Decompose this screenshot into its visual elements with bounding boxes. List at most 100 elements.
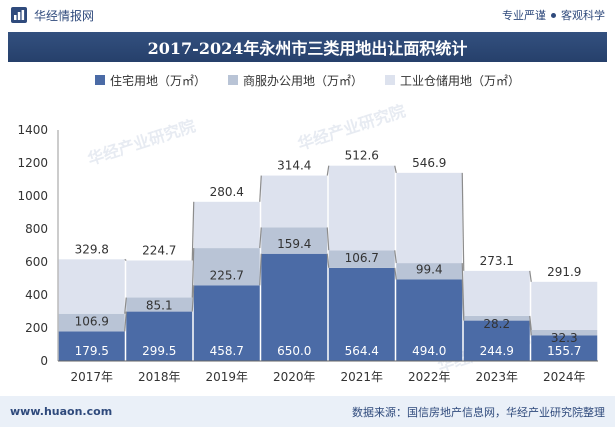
bar-segment-residential: [126, 311, 193, 361]
series-connector-line: [259, 175, 262, 202]
huajing-logo-icon: [11, 7, 27, 23]
legend-swatch-commercial: [227, 75, 238, 85]
data-label: 179.5: [75, 344, 109, 358]
series-connector-line: [259, 227, 262, 249]
data-label: 546.9: [412, 156, 446, 170]
data-label: 225.7: [210, 268, 244, 282]
brand-name: 华经情报网: [34, 8, 95, 23]
watermark-text: 华经产业研究院: [85, 116, 197, 169]
bar-segment-industrial: [396, 172, 463, 264]
data-label: 314.4: [277, 159, 311, 173]
series-connector-line: [326, 253, 330, 268]
legend-item-commercial[interactable]: 商服办公用地（万㎡）: [227, 72, 363, 89]
series-connector-line: [124, 258, 127, 261]
data-label: 299.5: [142, 344, 176, 358]
x-tick-label: 2024年: [543, 370, 586, 384]
bar-segment-commercial: [396, 263, 463, 280]
data-label: 280.4: [210, 185, 244, 199]
tagline-left: 专业严谨: [502, 9, 546, 22]
series-connector-line: [124, 297, 127, 314]
watermark-text: 华经产业研究院: [295, 101, 407, 154]
footer-source: 数据来源：国信房地产信息网，华经产业研究院整理: [352, 405, 605, 419]
series-connector-line: [394, 250, 397, 264]
top-bar: 华经情报网 专业严谨 客观科学: [0, 0, 615, 30]
y-tick-label: 600: [25, 255, 48, 269]
series-connector-line: [461, 263, 465, 316]
chart-title: 2017-2024年永州市三类用地出让面积统计: [147, 39, 468, 58]
data-label: 244.9: [480, 344, 514, 358]
series-connector-line: [394, 165, 397, 173]
x-tick-label: 2019年: [205, 370, 248, 384]
legend-label-industrial: 工业仓储用地（万㎡）: [400, 73, 521, 88]
x-tick-label: 2020年: [273, 370, 316, 384]
series-connector-line: [259, 253, 262, 286]
bar-segment-residential: [463, 320, 530, 361]
tagline-dot-icon: [551, 12, 556, 18]
chart-legend: 住宅用地（万㎡） 商服办公用地（万㎡） 工业仓储用地（万㎡）: [0, 68, 615, 92]
footer-bar: www.huaon.com 数据来源：国信房地产信息网，华经产业研究院整理: [0, 396, 615, 427]
data-label: 458.7: [210, 344, 244, 358]
bar-segment-industrial: [463, 270, 530, 316]
bar-segment-residential: [261, 253, 328, 361]
x-tick-label: 2021年: [340, 370, 383, 384]
bar-segment-commercial: [58, 313, 125, 332]
y-tick-label: 400: [25, 288, 48, 302]
series-connector-line: [191, 285, 195, 312]
x-tick-label: 2017年: [70, 370, 113, 384]
data-label: 512.6: [345, 149, 379, 163]
y-tick-label: 800: [25, 222, 48, 236]
y-tick-label: 1200: [17, 156, 48, 170]
series-connector-line: [326, 165, 330, 176]
legend-item-residential[interactable]: 住宅用地（万㎡）: [94, 72, 206, 89]
bar-segment-industrial: [328, 165, 395, 251]
bar-segment-commercial: [328, 250, 395, 268]
data-label: 99.4: [416, 262, 443, 276]
bar-segment-industrial: [193, 201, 260, 249]
data-label: 85.1: [146, 299, 173, 313]
data-label: 224.7: [142, 243, 176, 257]
bar-segment-residential: [58, 331, 125, 361]
data-label: 564.4: [345, 344, 379, 358]
bar-segment-commercial: [531, 329, 598, 336]
bar-segment-residential: [193, 285, 260, 361]
series-connector-line: [529, 315, 532, 331]
bar-segment-commercial: [463, 315, 530, 321]
y-tick-label: 1000: [17, 189, 48, 203]
x-tick-label: 2022年: [408, 370, 451, 384]
y-tick-label: 200: [25, 321, 48, 335]
bar-segment-commercial: [261, 227, 328, 254]
data-label: 28.2: [483, 317, 510, 331]
y-tick-label: 0: [40, 354, 48, 368]
x-tick-label: 2023年: [475, 370, 518, 384]
bar-segment-residential: [396, 279, 463, 361]
tagline-right: 客观科学: [561, 9, 605, 22]
legend-swatch-industrial: [385, 75, 395, 85]
data-label: 106.9: [75, 314, 109, 328]
bar-segment-industrial: [126, 260, 193, 298]
series-connector-line: [461, 172, 465, 271]
bar-segment-industrial: [58, 259, 125, 314]
data-label: 291.9: [547, 265, 581, 279]
data-label: 650.0: [277, 344, 311, 358]
series-connector-line: [191, 201, 195, 261]
y-tick-label: 1400: [17, 123, 48, 137]
data-label: 159.4: [277, 237, 311, 251]
data-label: 106.7: [345, 251, 379, 265]
legend-swatch-residential: [94, 75, 105, 85]
chart-title-bar: 2017-2024年永州市三类用地出让面积统计: [8, 32, 607, 62]
bar-segment-commercial: [193, 248, 260, 286]
data-label: 273.1: [480, 254, 514, 268]
legend-item-industrial[interactable]: 工业仓储用地（万㎡）: [385, 72, 520, 89]
series-connector-line: [529, 270, 532, 282]
legend-label-residential: 住宅用地（万㎡）: [109, 73, 206, 88]
bar-segment-residential: [328, 267, 395, 361]
series-connector-line: [394, 267, 397, 280]
legend-label-commercial: 商服办公用地（万㎡）: [242, 73, 363, 88]
series-connector-line: [191, 248, 195, 298]
footer-website-link[interactable]: www.huaon.com: [10, 405, 113, 418]
bar-segment-industrial: [261, 175, 328, 228]
brand[interactable]: 华经情报网: [10, 6, 94, 24]
data-label: 32.3: [551, 331, 578, 345]
bar-segment-commercial: [126, 297, 193, 312]
